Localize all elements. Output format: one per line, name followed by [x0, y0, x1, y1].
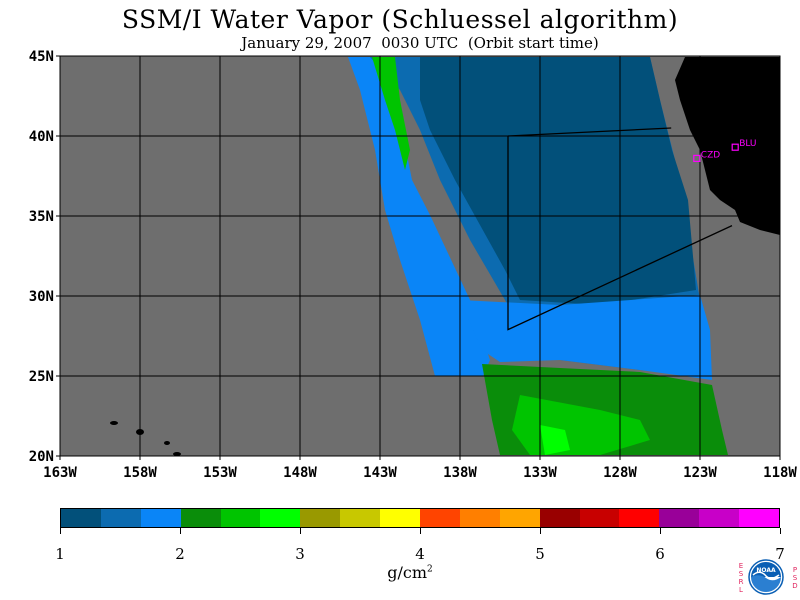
colorbar-label: 6 — [655, 545, 665, 563]
swath-band-south-light-blue — [460, 295, 712, 380]
lon-label: 118W — [763, 465, 797, 481]
colorbar-label: 1 — [55, 545, 65, 563]
units-text: g/cm — [387, 563, 428, 582]
lon-label: 143W — [363, 465, 397, 481]
domain-outline — [507, 136, 733, 331]
colorbar-swatch — [659, 509, 700, 527]
colorbar-units: g/cm2 — [380, 563, 440, 582]
colorbar — [60, 508, 780, 528]
lon-label: 133W — [523, 465, 557, 481]
lon-label: 158W — [123, 465, 157, 481]
station-marker-blu — [731, 143, 739, 151]
colorbar-swatch — [420, 509, 460, 527]
noaa-logo: NOAA — [748, 559, 784, 595]
hawaii-island-3 — [173, 452, 181, 456]
colorbar-label: 2 — [175, 545, 185, 563]
lon-label: 153W — [203, 465, 237, 481]
colorbar-swatch — [140, 509, 181, 527]
colorbar-label: 7 — [775, 545, 785, 563]
colorbar-swatch — [340, 509, 381, 527]
lat-label: 40N — [29, 129, 54, 145]
map-fill-layer — [60, 56, 780, 456]
swath-band-edge-green — [372, 57, 410, 170]
lat-label: 25N — [29, 369, 54, 385]
colorbar-label: 4 — [415, 545, 425, 563]
colorbar-swatch — [579, 509, 620, 527]
domain-outline-top — [507, 127, 672, 137]
units-exponent: 2 — [427, 564, 433, 575]
colorbar-tick — [300, 528, 301, 534]
colorbar-swatch — [300, 509, 341, 527]
colorbar-tick — [780, 528, 781, 534]
lat-label: 45N — [29, 49, 54, 65]
map-annotations: CZD BLU — [507, 127, 757, 331]
colorbar-swatch — [539, 509, 580, 527]
hawaii-island-0 — [110, 421, 118, 425]
lat-label: 35N — [29, 209, 54, 225]
colorbar-swatch — [260, 509, 301, 527]
colorbar-swatch — [380, 509, 421, 527]
swath-band-dark-blue — [420, 57, 696, 305]
california-land — [675, 57, 780, 235]
lat-label: 30N — [29, 289, 54, 305]
colorbar-swatch — [459, 509, 500, 527]
lon-label: 163W — [43, 465, 77, 481]
colorbar-swatch — [220, 509, 261, 527]
lon-label: 148W — [283, 465, 317, 481]
colorbar-swatch — [619, 509, 660, 527]
station-label-blu: BLU — [739, 139, 756, 149]
colorbar-swatch — [180, 509, 221, 527]
colorbar-label: 5 — [535, 545, 545, 563]
noaa-logo-text: NOAA — [756, 567, 776, 574]
colorbar-tick — [60, 528, 61, 534]
map-title: SSM/I Water Vapor (Schluessel algorithm) — [121, 5, 679, 34]
lat-label: 20N — [29, 449, 54, 465]
hawaii-island-2 — [164, 441, 170, 445]
colorbar-swatch — [100, 509, 141, 527]
colorbar-swatch — [699, 509, 740, 527]
colorbar-tick — [180, 528, 181, 534]
colorbar-tick — [420, 528, 421, 534]
colorbar-tick — [540, 528, 541, 534]
station-marker-czd — [693, 154, 701, 162]
lon-label: 123W — [683, 465, 717, 481]
map-grid — [59, 55, 781, 457]
station-label-czd: CZD — [701, 150, 720, 160]
lon-label: 138W — [443, 465, 477, 481]
map-frame — [59, 55, 781, 457]
colorbar-tick — [660, 528, 661, 534]
colorbar-swatch — [739, 509, 780, 527]
colorbar-swatch — [499, 509, 540, 527]
colorbar-label: 3 — [295, 545, 305, 563]
lon-label: 128W — [603, 465, 637, 481]
colorbar-swatch — [61, 509, 101, 527]
map-subtitle: January 29, 2007 0030 UTC (Orbit start t… — [241, 34, 599, 52]
swath-band-bright-green — [540, 425, 570, 455]
